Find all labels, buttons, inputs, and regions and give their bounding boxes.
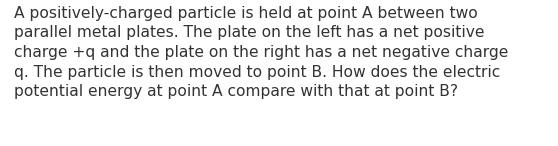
Text: A positively-charged particle is held at point A between two
parallel metal plat: A positively-charged particle is held at… — [14, 6, 508, 99]
